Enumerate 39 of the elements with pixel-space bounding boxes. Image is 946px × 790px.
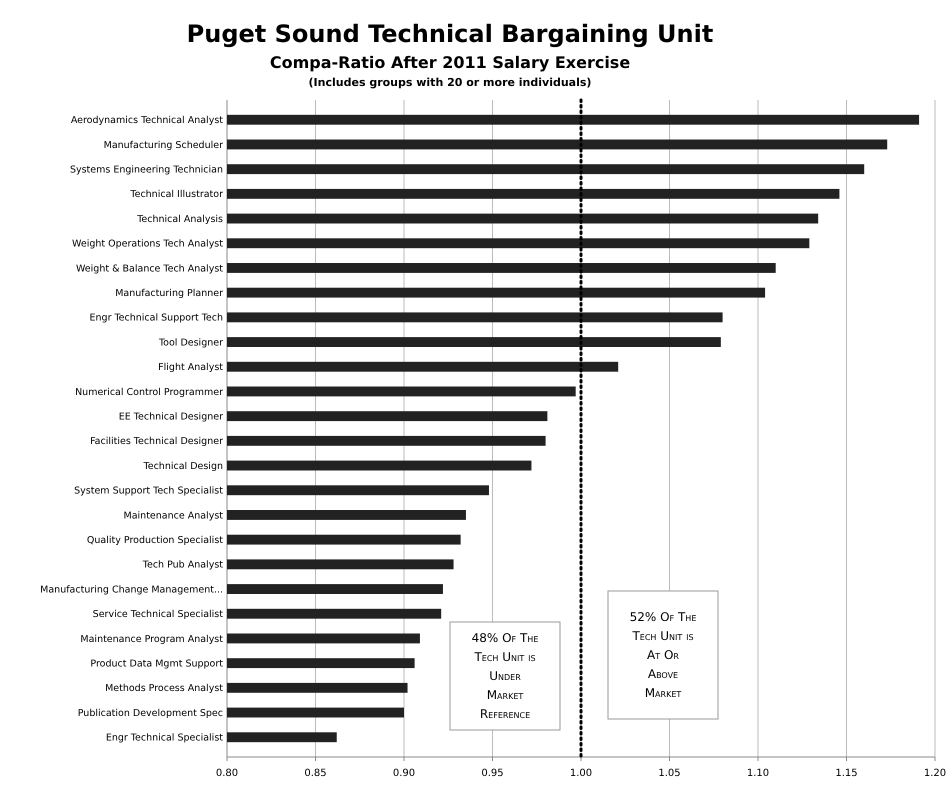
y-tick-label: Tool Designer xyxy=(158,337,224,348)
y-tick-label: Quality Production Specialist xyxy=(86,534,224,546)
y-tick-label: Technical Illustrator xyxy=(129,189,224,200)
y-tick-label: Maintenance Analyst xyxy=(124,510,224,522)
x-tick-label: 0.95 xyxy=(481,768,504,779)
y-tick-label: Facilities Technical Designer xyxy=(90,436,224,448)
y-tick-label: System Support Tech Specialist xyxy=(74,486,224,497)
y-tick-label: Product Data Mgmt Support xyxy=(90,658,224,670)
y-tick-label: Technical Design xyxy=(142,460,223,472)
y-tick-label: Service Technical Specialist xyxy=(92,609,224,620)
y-tick-label: Systems Engineering Technician xyxy=(70,164,223,176)
y-tick-label: Tech Pub Analyst xyxy=(142,560,224,571)
x-tick-label: 1.15 xyxy=(835,768,858,779)
y-tick-label: Manufacturing Planner xyxy=(115,288,224,299)
y-tick-label: Engr Technical Specialist xyxy=(106,732,224,744)
chart-title: Puget Sound Technical Bargaining Unit xyxy=(186,20,714,48)
y-tick-label: Aerodynamics Technical Analyst xyxy=(70,115,224,126)
y-tick-label: EE Technical Designer xyxy=(118,411,224,422)
y-tick-label: Weight & Balance Tech Analyst xyxy=(76,263,224,274)
y-tick-label: Flight Analyst xyxy=(158,362,224,374)
annotation: 52% Of The Tech Unit is At Or Above Market xyxy=(630,610,696,700)
y-tick-label: Weight Operations Tech Analyst xyxy=(72,238,224,250)
y-tick-label: Methods Process Analyst xyxy=(105,683,224,694)
x-tick-label: 1.10 xyxy=(746,768,770,779)
x-tick-label: 1.05 xyxy=(658,768,681,779)
annotation: 48% Of The Tech Unit is Under Market Reference xyxy=(472,631,538,722)
y-tick-label: Technical Analysis xyxy=(136,214,224,225)
x-tick-label: 0.85 xyxy=(304,768,327,779)
y-tick-label: Publication Development Spec xyxy=(78,708,223,719)
y-tick-label: Manufacturing Scheduler xyxy=(104,140,224,151)
y-tick-label: Maintenance Program Analyst xyxy=(80,634,224,645)
y-tick-label: Manufacturing Change Management... xyxy=(40,584,223,596)
x-tick-label: 1.20 xyxy=(924,768,946,779)
y-tick-label: Engr Technical Support Tech xyxy=(90,312,223,324)
x-tick-label: 1.00 xyxy=(570,768,592,779)
chart-subtitle: Compa-Ratio After 2011 Salary Exercise (Includes groups with 20 or more individuals) xyxy=(270,53,630,89)
y-tick-label: Numerical Control Programmer xyxy=(75,386,224,398)
x-tick-label: 0.90 xyxy=(392,768,416,779)
x-tick-label: 0.80 xyxy=(216,768,238,779)
